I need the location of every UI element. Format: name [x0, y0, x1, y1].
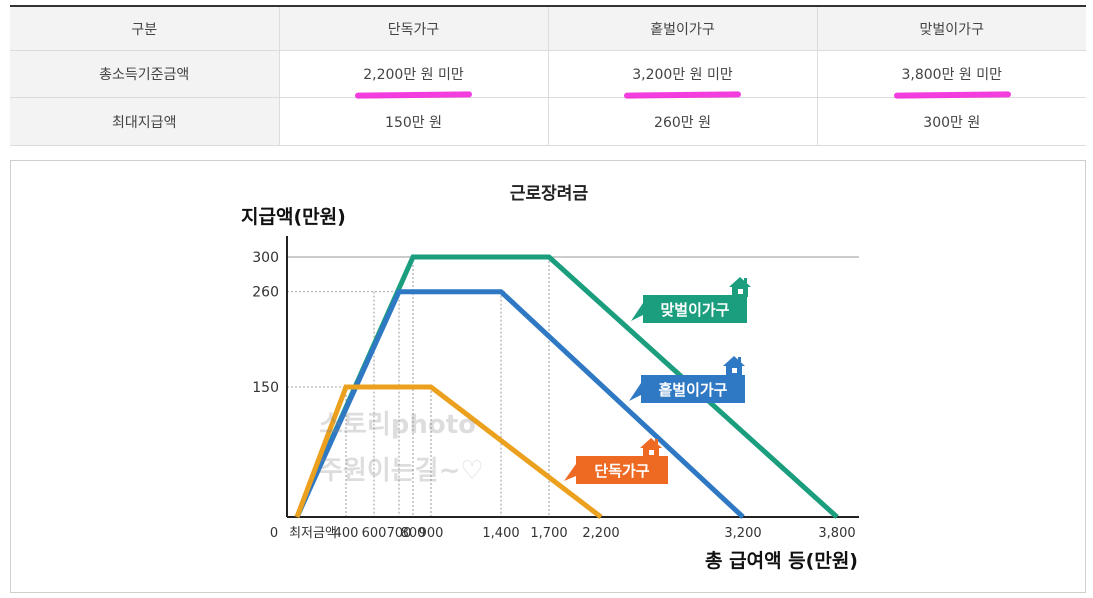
row-label-max: 최대지급액: [10, 97, 280, 146]
y-tick-label: 300: [252, 250, 279, 266]
house-icon: [723, 356, 745, 376]
svg-text:맞벌이가구: 맞벌이가구: [660, 301, 729, 319]
y-axis-label: 지급액(만원): [241, 206, 346, 228]
series-label-홑벌이가구: 홑벌이가구: [629, 356, 745, 403]
header-single-earner: 홑벌이가구: [548, 5, 818, 51]
header-dual-earner: 맞벌이가구: [817, 5, 1086, 51]
house-icon: [640, 438, 662, 458]
table-row: 총소득기준금액 2,200만 원 미만 3,200만 원 미만 3,800만 원…: [10, 50, 1086, 98]
table-header-row: 구분 단독가구 홑벌이가구 맞벌이가구: [10, 5, 1086, 51]
svg-text:홑벌이가구: 홑벌이가구: [658, 381, 727, 399]
x-tick-label: 400: [334, 526, 359, 541]
chart-container: 근로장려금 지급액(만원) 총 급여액 등(만원) 300 260 150 0 최저금액…: [10, 160, 1086, 593]
header-single: 단독가구: [279, 5, 549, 51]
x-tick-label: 1,700: [530, 526, 567, 541]
y-tick-label: 150: [252, 380, 279, 396]
x-tick-label: 0: [270, 526, 278, 541]
x-axis-label: 총 급여액 등(만원): [705, 550, 858, 572]
y-tick-label: 260: [252, 285, 279, 301]
x-tick-label: 3,800: [818, 526, 855, 541]
svg-text:단독가구: 단독가구: [594, 462, 649, 480]
x-tick-label: 최저금액: [289, 526, 337, 541]
max-amount-single-earner: 260만 원: [548, 97, 818, 146]
max-amount-dual-earner: 300만 원: [817, 97, 1086, 146]
house-icon: [729, 277, 751, 297]
row-label-income: 총소득기준금액: [10, 50, 280, 98]
x-tick-label: 600: [362, 526, 387, 541]
watermark-line-2: 주원이는길~♡: [319, 456, 484, 486]
header-category: 구분: [10, 5, 280, 51]
income-threshold-single-earner: 3,200만 원 미만: [632, 64, 733, 84]
eitc-chart: 근로장려금 지급액(만원) 총 급여액 등(만원) 300 260 150 0 최저금액…: [241, 184, 859, 572]
eitc-table: 구분 단독가구 홑벌이가구 맞벌이가구 총소득기준금액 2,200만 원 미만 …: [10, 5, 1086, 146]
series-label-맞벌이가구: 맞벌이가구: [631, 277, 751, 323]
x-tick-label: 900: [419, 526, 444, 541]
x-tick-label: 3,200: [724, 526, 761, 541]
income-threshold-dual-earner: 3,800만 원 미만: [902, 64, 1003, 84]
series-line-홑벌이가구: [294, 289, 745, 519]
x-tick-label: 2,200: [582, 526, 619, 541]
x-tick-label: 1,400: [482, 526, 519, 541]
chart-title: 근로장려금: [510, 184, 589, 204]
watermark-line-1: 스토리photo: [319, 410, 476, 440]
max-amount-single: 150만 원: [279, 97, 549, 146]
income-threshold-single: 2,200만 원 미만: [363, 64, 464, 84]
series-line-단독가구: [294, 384, 603, 519]
x-tick-label: 700: [387, 526, 412, 541]
table-row: 최대지급액 150만 원 260만 원 300만 원: [10, 97, 1086, 146]
x-tick-label: 800: [401, 526, 426, 541]
series-label-단독가구: 단독가구: [564, 438, 668, 484]
